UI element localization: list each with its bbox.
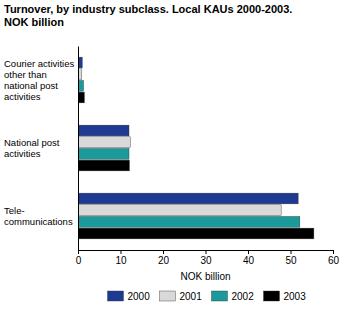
tick-label: 30	[200, 255, 212, 266]
plot: 0 10 20 30 40 50 60 Courier activitiesother tha…	[4, 47, 339, 267]
tick-label: 0	[76, 255, 82, 266]
legend-swatch	[212, 291, 228, 301]
bar	[78, 193, 298, 204]
legend-label: 2002	[232, 291, 255, 302]
x-axis: 0 10 20 30 40 50 60	[76, 250, 340, 266]
tick: 60	[328, 250, 340, 266]
tick: Courier activitiesother thannational pos…	[4, 58, 74, 102]
tick-label: 50	[285, 255, 297, 266]
chart: Turnover, by industry subclass. Local KA…	[0, 0, 363, 320]
tick-label: 20	[158, 255, 170, 266]
axis-line	[78, 47, 79, 251]
tick-mark	[78, 250, 79, 254]
title: Turnover, by industry subclass. Local KA…	[4, 3, 292, 28]
tick: 0	[76, 250, 82, 266]
tick: 10	[115, 250, 127, 266]
bar	[78, 216, 300, 227]
tick: 20	[158, 250, 170, 266]
legend-label: 2003	[284, 291, 307, 302]
bar	[78, 160, 129, 171]
category-label: Courier activitiesother thannational pos…	[4, 58, 74, 102]
tick: 30	[200, 250, 212, 266]
axis-line	[79, 251, 334, 255]
legend-swatch	[108, 291, 124, 301]
bar	[78, 148, 129, 159]
tick-mark	[163, 250, 164, 254]
bars	[78, 57, 314, 239]
axis-title: NOK billion	[180, 271, 230, 282]
tick: Tele-communications	[4, 205, 73, 227]
legend-swatch	[160, 291, 176, 301]
tick-label: 40	[243, 255, 255, 266]
legend-swatch	[264, 291, 280, 301]
bar	[78, 125, 129, 136]
tick: National postactivities	[4, 137, 60, 159]
tick-mark	[333, 250, 334, 254]
tick-mark	[206, 250, 207, 254]
tick-mark	[121, 250, 122, 254]
legend-label: 2000	[128, 291, 151, 302]
legend-label: 2001	[180, 291, 203, 302]
tick-mark	[248, 250, 249, 254]
tick: 40	[243, 250, 255, 266]
legend: 2000 2001 2002 2003	[108, 291, 307, 302]
tick-label: 10	[115, 255, 127, 266]
bar	[78, 228, 314, 239]
category-label: National postactivities	[4, 137, 60, 159]
tick: 50	[285, 250, 297, 266]
tick-label: 60	[328, 255, 340, 266]
bar	[78, 137, 130, 148]
bar	[78, 205, 281, 216]
tick-mark	[291, 250, 292, 254]
category-label: Tele-communications	[4, 205, 73, 227]
y-axis: Courier activitiesother thannational pos…	[4, 47, 79, 251]
